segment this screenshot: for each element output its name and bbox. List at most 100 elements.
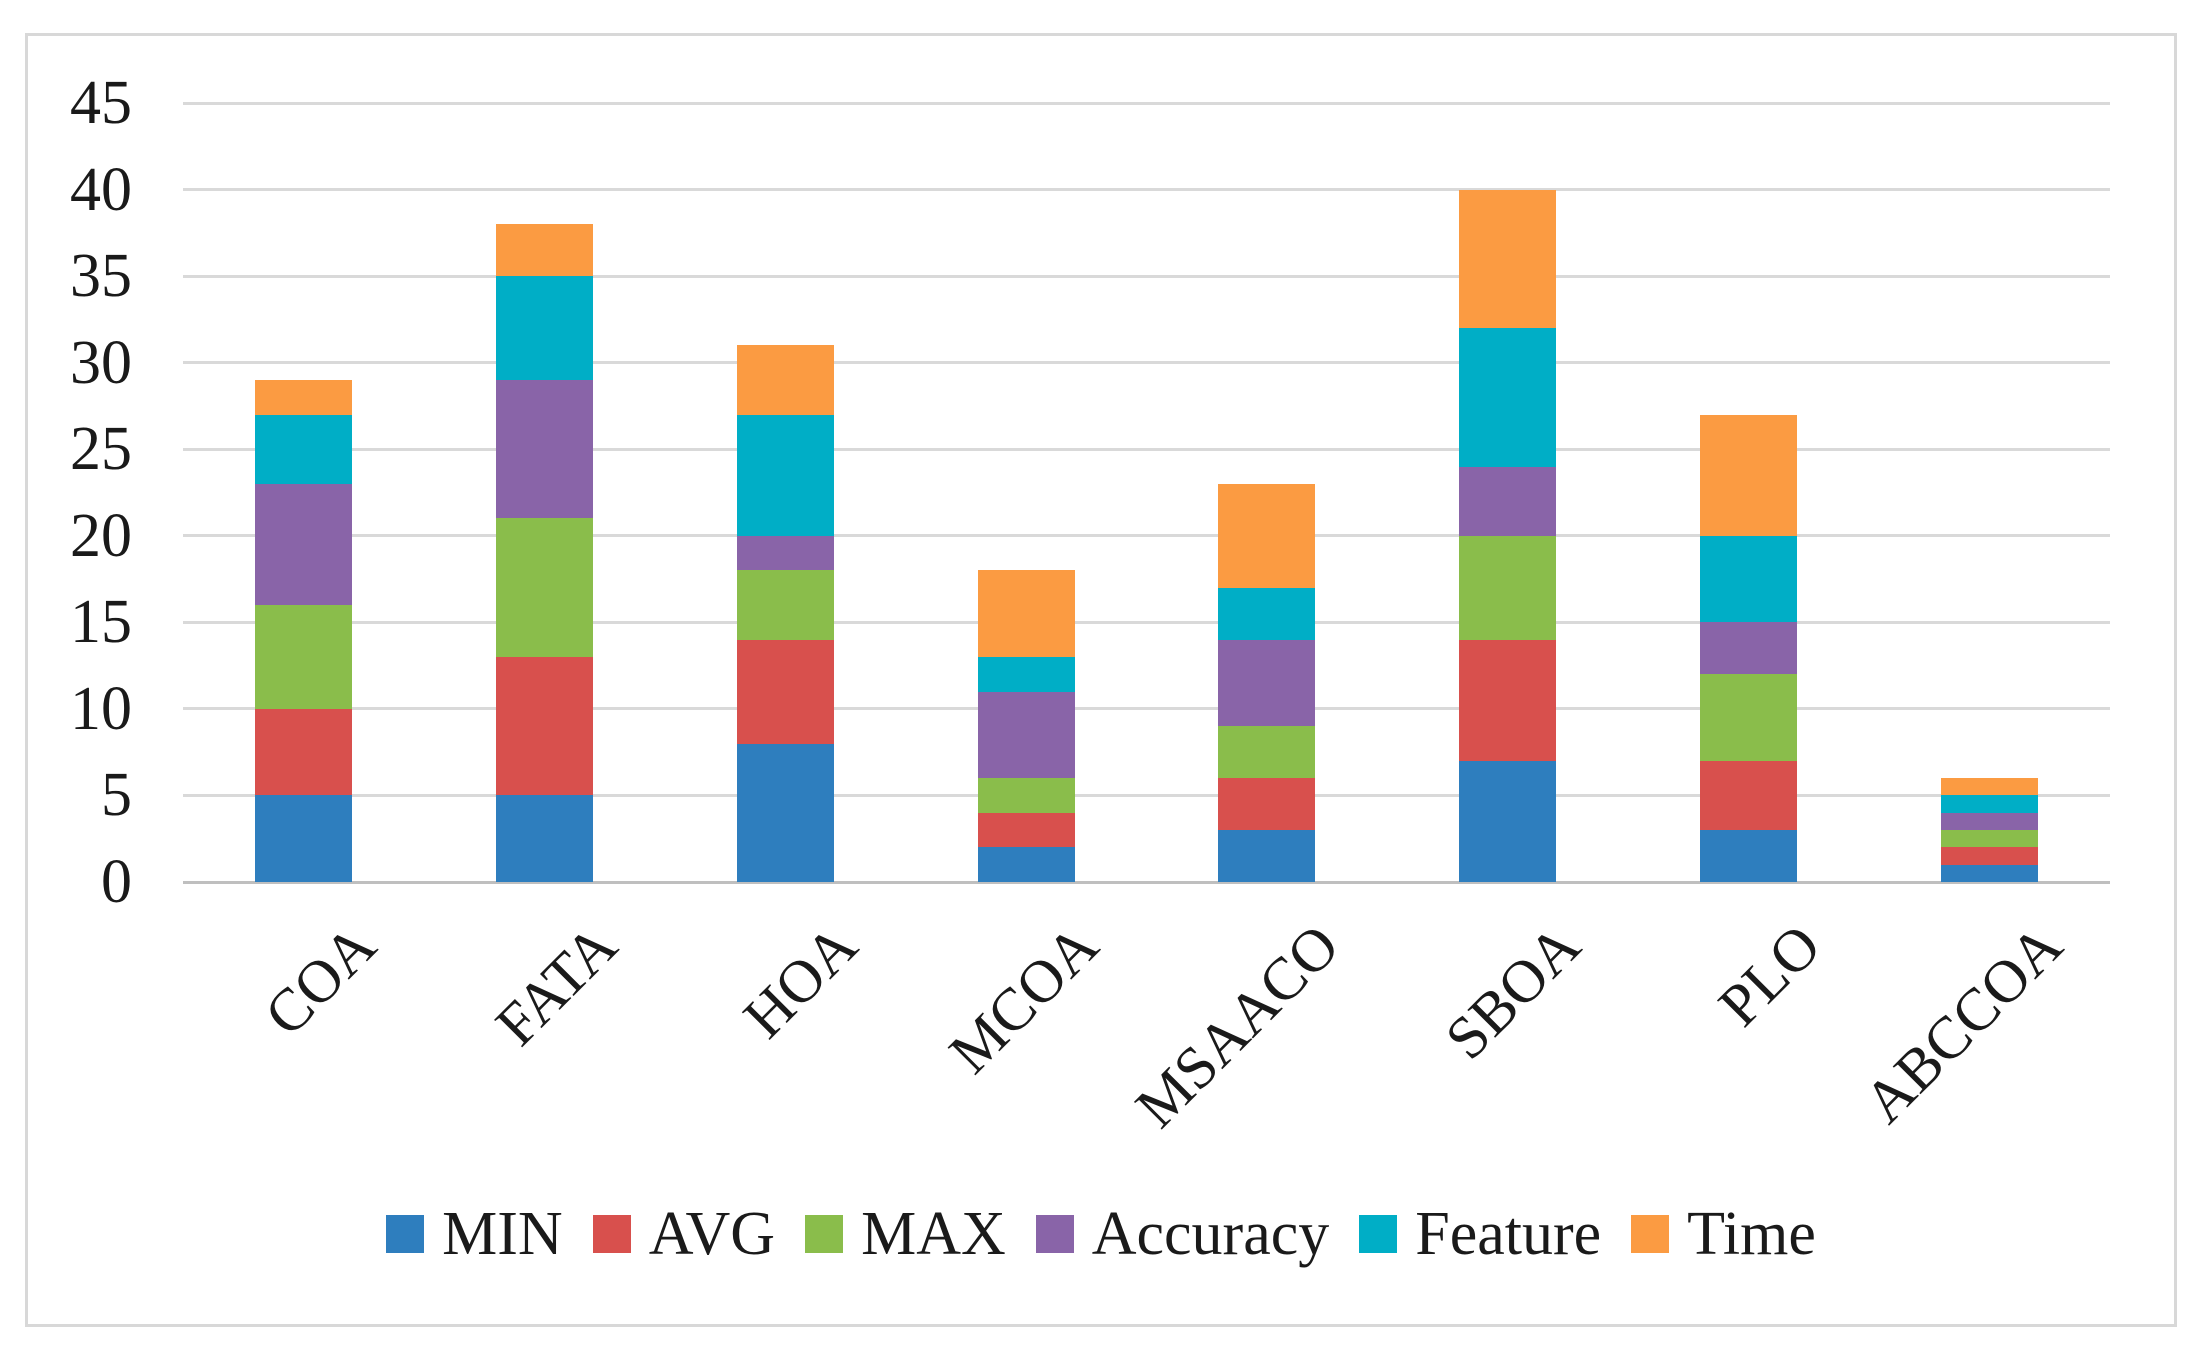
gridline-15 [183,620,2110,624]
y-tick-label-40: 40 [70,155,132,224]
x-category-label-mcoa: MCOA [936,911,1111,1086]
bar-segment-msaaco-accuracy [1218,639,1316,727]
bar-segment-coa-accuracy [254,483,352,606]
bar-segment-msaaco-avg [1218,778,1316,831]
bar-segment-sboa-avg [1459,639,1557,761]
gridline-45 [183,101,2110,105]
bar-segment-plo-min [1700,830,1798,882]
legend-label-min: MIN [442,1200,563,1268]
bar-segment-mcoa-accuracy [977,691,1075,779]
bar-segment-hoa-accuracy [736,535,834,571]
y-tick-label-15: 15 [70,588,132,657]
bar-segment-abccoa-avg [1941,847,2039,865]
bar-segment-abccoa-accuracy [1941,812,2039,831]
legend-item-feature: Feature [1359,1201,1601,1267]
gridline-25 [183,447,2110,451]
legend-label-accuracy: Accuracy [1091,1200,1330,1268]
legend-swatch-accuracy [1035,1215,1074,1253]
gridline-40 [183,188,2110,192]
y-tick-label-0: 0 [101,848,132,916]
bar-segment-hoa-avg [736,639,834,744]
legend-swatch-max [805,1215,844,1253]
bar-segment-hoa-min [736,743,834,882]
bar-segment-coa-avg [254,708,352,796]
legend-swatch-min [386,1215,425,1253]
legend-item-time: Time [1631,1201,1816,1267]
bar-segment-fata-feature [495,276,593,380]
bar-segment-sboa-time [1459,189,1557,329]
y-tick-label-20: 20 [70,501,132,570]
bar-segment-mcoa-feature [977,656,1075,692]
bar-segment-mcoa-max [977,778,1075,813]
bar-segment-hoa-max [736,570,834,640]
bar-segment-sboa-feature [1459,328,1557,467]
legend-item-min: MIN [386,1201,563,1267]
y-tick-label-30: 30 [70,328,132,397]
x-category-label-abccoa: ABCCOA [1850,911,2075,1136]
x-category-label-plo: PLO [1706,911,1834,1039]
bar-segment-msaaco-time [1218,483,1316,588]
bar-segment-mcoa-time [977,570,1075,657]
bar-segment-mcoa-min [977,847,1075,882]
y-tick-label-45: 45 [70,69,132,137]
bar-segment-plo-accuracy [1700,622,1798,675]
legend-swatch-avg [592,1215,631,1253]
bar-segment-abccoa-feature [1941,795,2039,813]
bar-segment-plo-feature [1700,535,1798,623]
bar-segment-hoa-time [736,345,834,415]
y-tick-label-5: 5 [101,761,132,830]
legend-item-avg: AVG [592,1200,776,1268]
bar-segment-abccoa-min [1941,864,2039,882]
bar-segment-fata-avg [495,656,593,796]
legend-label-time: Time [1687,1200,1816,1268]
bar-segment-msaaco-feature [1218,587,1316,640]
gridline-10 [183,707,2110,711]
legend-swatch-feature [1359,1215,1398,1253]
legend-label-avg: AVG [648,1200,776,1268]
x-category-label-hoa: HOA [731,911,870,1051]
bar-segment-coa-time [254,379,352,415]
x-category-label-sboa: SBOA [1432,911,1593,1072]
legend-item-max: MAX [805,1201,1006,1267]
y-tick-label-25: 25 [70,415,132,484]
gridline-35 [183,274,2110,278]
legend-label-feature: Feature [1415,1200,1602,1268]
legend-swatch-time [1631,1215,1670,1253]
y-tick-label-35: 35 [70,242,132,311]
legend-item-accuracy: Accuracy [1035,1200,1330,1268]
y-tick-label-10: 10 [70,674,132,743]
x-axis-line [183,880,2110,884]
bar-segment-mcoa-avg [977,812,1075,848]
x-category-label-coa: COA [251,911,388,1049]
bar-segment-coa-min [254,795,352,882]
bar-segment-coa-max [254,605,352,709]
bar-segment-sboa-max [1459,535,1557,640]
x-category-label-msaaco: MSAACO [1123,911,1352,1141]
bar-segment-msaaco-min [1218,830,1316,882]
bar-segment-fata-min [495,795,593,882]
bar-segment-fata-accuracy [495,379,593,519]
gridline-5 [183,793,2110,797]
bar-segment-msaaco-max [1218,726,1316,779]
gridline-30 [183,361,2110,365]
bar-segment-sboa-accuracy [1459,466,1557,536]
bar-segment-abccoa-time [1941,778,2039,796]
bar-segment-fata-time [495,224,593,277]
bar-segment-sboa-min [1459,760,1557,882]
bar-segment-plo-max [1700,674,1798,761]
bar-segment-coa-feature [254,414,352,484]
bar-segment-abccoa-max [1941,830,2039,848]
chart-frame [25,33,2177,1327]
bar-segment-plo-time [1700,414,1798,536]
bar-segment-fata-max [495,518,593,657]
legend: MIN AVG MAX Accuracy Feature Time [25,1192,2177,1276]
gridline-20 [183,534,2110,538]
bar-segment-plo-avg [1700,760,1798,831]
bar-segment-hoa-feature [736,414,834,536]
legend-label-max: MAX [861,1200,1006,1268]
